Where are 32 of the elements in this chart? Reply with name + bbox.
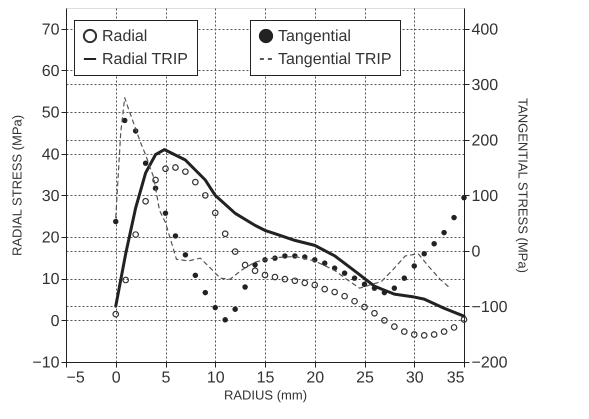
y-tick-label: −10 [32,354,60,372]
y-axis-title: RADIAL STRESS (MPa) [9,114,24,256]
x-tick-label: 20 [306,370,324,386]
x-tick-label: 0 [112,370,121,386]
y2-tick-label: −200 [472,354,508,372]
y-tick-label: 60 [42,62,60,80]
y-tick-label: 70 [42,21,60,38]
y2-tick-label: 300 [472,76,498,94]
y2-axis-title: TANGENTIAL STRESS (MPa) [516,98,531,273]
y-tick-label: 20 [42,230,60,247]
x-tick-label: 35 [446,370,465,386]
legend-label: Tangential TRIP [278,51,392,68]
y-tick-label: 0 [50,312,60,330]
y-tick-label: 40 [42,146,60,164]
x-tick-label: 30 [406,370,424,386]
y2-tick-label: 0 [472,243,480,260]
x-axis-title: RADIUS (mm) [224,388,308,402]
legend-label: Radial [102,28,148,45]
legend-label: Tangential [278,28,351,45]
y-tick-label: 50 [42,104,60,122]
y-tick-label: 10 [42,271,60,288]
x-tick-label: 10 [206,370,225,386]
x-tick-label: 15 [256,370,274,386]
legend-label: Radial TRIP [102,51,188,68]
y2-tick-label: −100 [472,298,508,316]
y2-tick-label: 200 [472,132,498,150]
y2-tick-label: 400 [472,21,498,38]
x-tick-label: −5 [66,370,85,386]
x-tick-label: 5 [162,370,171,386]
x-tick-label: 25 [356,370,374,386]
y2-tick-label: 100 [472,188,498,205]
y-tick-label: 30 [42,188,60,205]
